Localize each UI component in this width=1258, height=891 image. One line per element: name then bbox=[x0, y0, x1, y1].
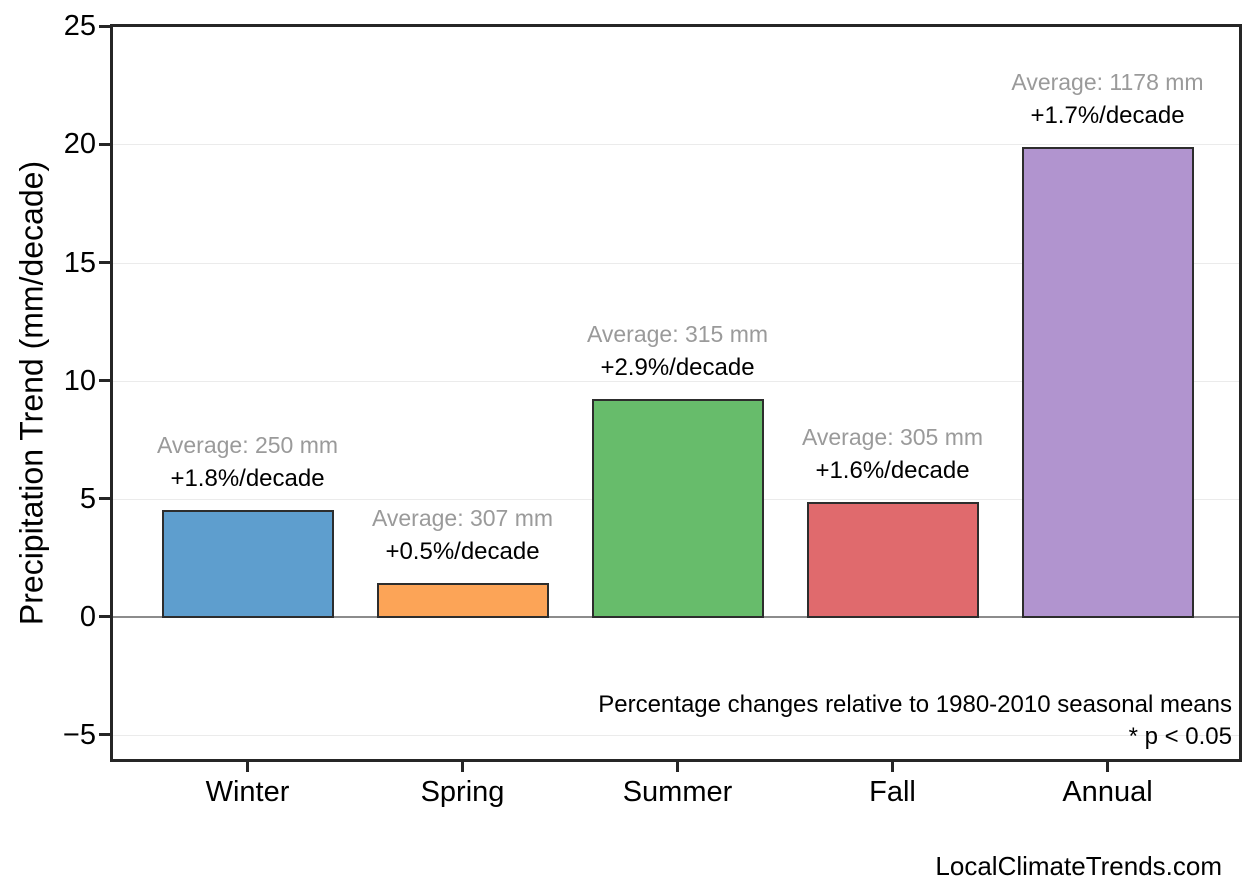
x-tick-summer bbox=[676, 762, 679, 772]
y-tick-5 bbox=[99, 497, 110, 501]
y-tick-20 bbox=[99, 142, 110, 146]
trend-label-winter: +1.8%/decade bbox=[170, 465, 325, 493]
y-tick-label-10: 10 bbox=[63, 364, 96, 397]
bar-annual bbox=[1021, 146, 1194, 618]
annotation-spring: Average: 307 mm +0.5%/decade bbox=[248, 502, 678, 568]
x-tick-winter bbox=[246, 762, 249, 772]
annotation-fall: Average: 305 mm +1.6%/decade bbox=[678, 421, 1108, 487]
y-tick-10 bbox=[99, 379, 110, 383]
average-label-spring: Average: 307 mm bbox=[371, 504, 554, 531]
gridline--5 bbox=[110, 734, 1242, 736]
bar-summer bbox=[591, 399, 764, 618]
x-tick-annual bbox=[1106, 762, 1109, 772]
annotation-summer: Average: 315 mm +2.9%/decade bbox=[463, 318, 893, 384]
annotation-annual: Average: 1178 mm +1.7%/decade bbox=[893, 66, 1258, 132]
y-tick-label-20: 20 bbox=[63, 128, 96, 161]
y-tick-0 bbox=[99, 615, 110, 619]
trend-label-summer: +2.9%/decade bbox=[600, 354, 755, 382]
x-tick-label-summer: Summer bbox=[622, 776, 733, 808]
x-tick-label-annual: Annual bbox=[1062, 776, 1153, 808]
average-label-annual: Average: 1178 mm bbox=[1011, 68, 1204, 95]
bar-spring bbox=[376, 582, 549, 618]
average-label-winter: Average: 250 mm bbox=[156, 432, 339, 459]
gridline-10 bbox=[110, 380, 1242, 382]
y-tick-label-25: 25 bbox=[63, 10, 96, 43]
x-tick-fall bbox=[891, 762, 894, 772]
trend-label-annual: +1.7%/decade bbox=[1030, 101, 1185, 129]
y-tick--5 bbox=[99, 733, 110, 737]
bar-fall bbox=[806, 502, 979, 618]
trend-label-fall: +1.6%/decade bbox=[815, 457, 970, 485]
y-tick-label-15: 15 bbox=[63, 246, 96, 279]
x-tick-label-winter: Winter bbox=[205, 776, 290, 808]
watermark: LocalClimateTrends.com bbox=[935, 851, 1222, 881]
y-tick-25 bbox=[99, 24, 110, 28]
bar-winter bbox=[161, 510, 334, 618]
x-tick-label-spring: Spring bbox=[420, 776, 505, 808]
average-label-summer: Average: 315 mm bbox=[586, 321, 769, 348]
average-label-fall: Average: 305 mm bbox=[801, 424, 984, 451]
gridline-20 bbox=[110, 144, 1242, 146]
x-tick-spring bbox=[461, 762, 464, 772]
trend-label-spring: +0.5%/decade bbox=[385, 537, 540, 565]
footnote-line-2: * p < 0.05 bbox=[1128, 723, 1232, 750]
y-tick-label-0: 0 bbox=[79, 600, 96, 633]
gridline-15 bbox=[110, 262, 1242, 264]
footnote-line-1: Percentage changes relative to 1980-2010… bbox=[598, 691, 1232, 718]
y-tick-label--5: −5 bbox=[62, 718, 96, 751]
y-tick-15 bbox=[99, 261, 110, 265]
x-tick-label-fall: Fall bbox=[869, 776, 916, 808]
footnote: Percentage changes relative to 1980-2010… bbox=[598, 689, 1232, 753]
annotation-winter: Average: 250 mm +1.8%/decade bbox=[33, 429, 463, 495]
y-tick-label-5: 5 bbox=[79, 482, 96, 515]
